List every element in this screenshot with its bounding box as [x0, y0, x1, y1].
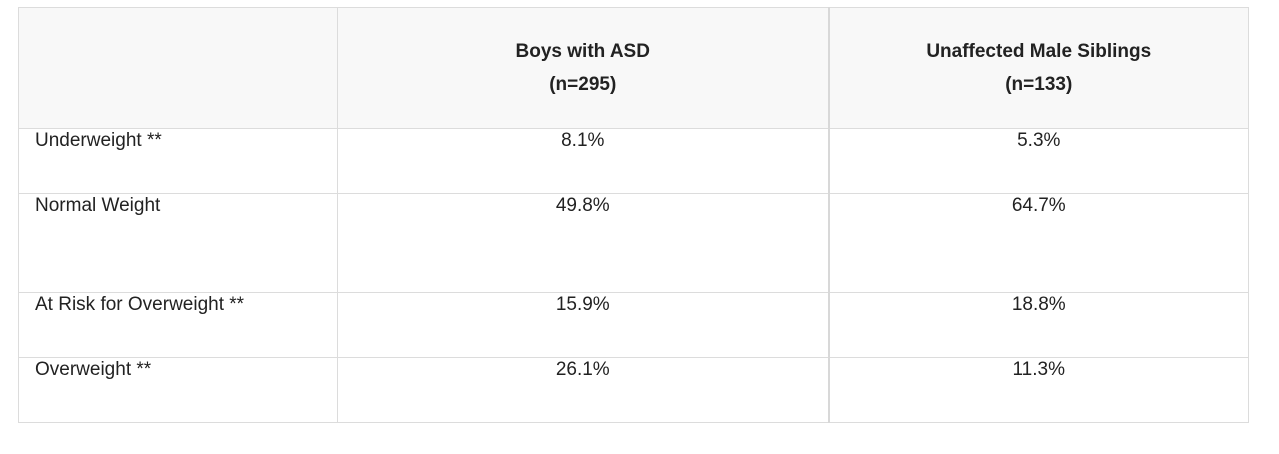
header-siblings-title: Unaffected Male Siblings — [926, 41, 1152, 62]
siblings-value: 64.7% — [827, 193, 1249, 293]
siblings-value: 5.3% — [827, 128, 1249, 194]
siblings-value: 11.3% — [827, 357, 1249, 423]
header-siblings: Unaffected Male Siblings (n=133) — [827, 7, 1249, 129]
table-row: Overweight ** 26.1% 11.3% — [18, 357, 1249, 423]
asd-value: 26.1% — [337, 357, 829, 423]
table-row: Underweight ** 8.1% 5.3% — [18, 128, 1249, 194]
header-siblings-count: (n=133) — [1005, 74, 1073, 95]
header-asd-title: Boys with ASD — [515, 41, 650, 62]
table-header-row: Boys with ASD (n=295) Unaffected Male Si… — [18, 7, 1249, 129]
row-label: Underweight ** — [18, 128, 338, 194]
row-label: At Risk for Overweight ** — [18, 292, 338, 358]
asd-value: 8.1% — [337, 128, 829, 194]
header-empty-cell — [18, 7, 338, 129]
siblings-value: 18.8% — [827, 292, 1249, 358]
asd-value: 15.9% — [337, 292, 829, 358]
asd-value: 49.8% — [337, 193, 829, 293]
table-row: Normal Weight 49.8% 64.7% — [18, 193, 1249, 293]
weight-comparison-table: Boys with ASD (n=295) Unaffected Male Si… — [18, 7, 1249, 423]
weight-table-container: Boys with ASD (n=295) Unaffected Male Si… — [18, 7, 1249, 423]
header-asd: Boys with ASD (n=295) — [337, 7, 829, 129]
header-asd-count: (n=295) — [549, 74, 617, 95]
table-row: At Risk for Overweight ** 15.9% 18.8% — [18, 292, 1249, 358]
row-label: Normal Weight — [18, 193, 338, 293]
row-label: Overweight ** — [18, 357, 338, 423]
